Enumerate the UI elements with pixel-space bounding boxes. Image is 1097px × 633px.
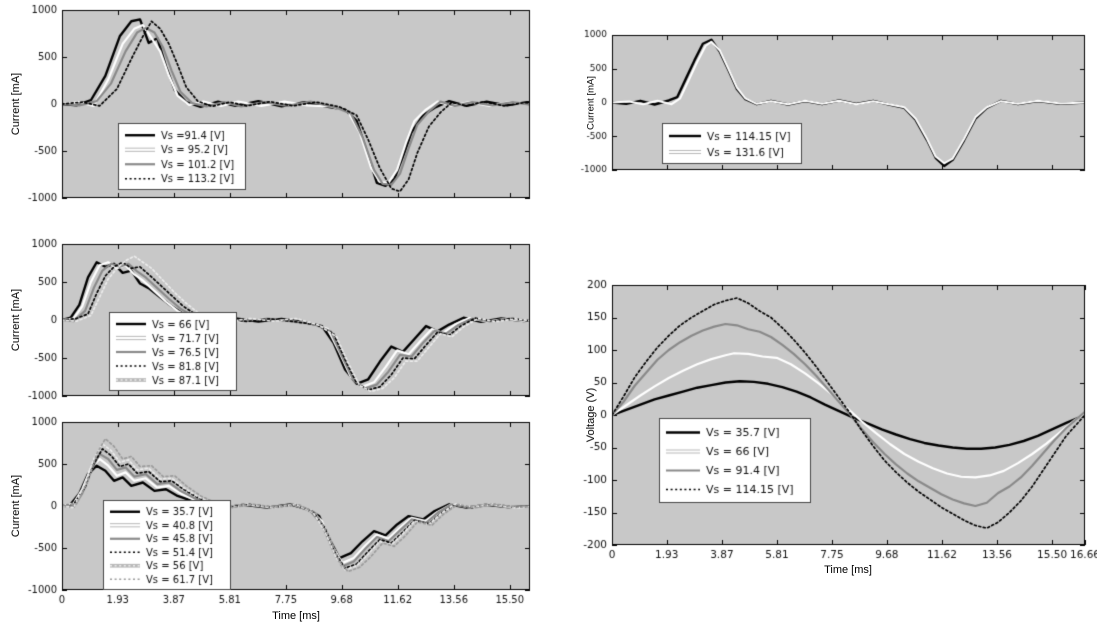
y-axis-label: Current [mA] bbox=[585, 76, 597, 130]
y-axis-label: Voltage (V) bbox=[585, 387, 597, 443]
chart-current-vs-114-131: Current [mA] bbox=[575, 25, 1097, 185]
x-axis-label: Time [ms] bbox=[272, 610, 320, 622]
chart-voltage-waveforms-canvas bbox=[575, 278, 1097, 590]
chart-current-vs-91-to-113-canvas bbox=[0, 0, 535, 214]
chart-voltage-waveforms: Voltage (V) Time [ms] bbox=[575, 278, 1097, 590]
chart-current-vs-35-to-61: Current [mA] Time [ms] bbox=[0, 414, 545, 633]
y-axis-label: Current [mA] bbox=[10, 474, 22, 538]
chart-current-vs-91-to-113: Current [mA] bbox=[0, 0, 535, 214]
x-axis-label: Time [ms] bbox=[824, 564, 872, 576]
chart-current-vs-66-to-87-canvas bbox=[0, 236, 535, 406]
y-axis-label: Current [mA] bbox=[10, 72, 22, 136]
chart-current-vs-114-131-canvas bbox=[575, 25, 1097, 185]
y-axis-label: Current [mA] bbox=[10, 288, 22, 352]
chart-current-vs-66-to-87: Current [mA] bbox=[0, 236, 535, 406]
chart-current-vs-35-to-61-canvas bbox=[0, 414, 545, 633]
